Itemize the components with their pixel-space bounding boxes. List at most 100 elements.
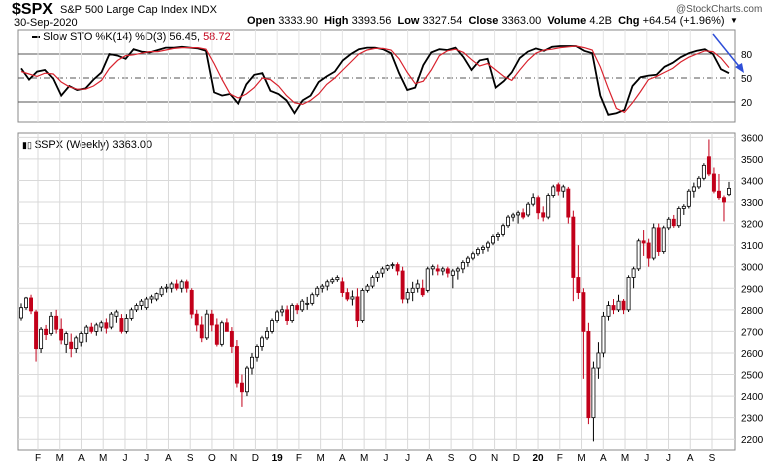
x-tick-label: J — [122, 453, 127, 464]
candle-body — [250, 356, 254, 369]
stochastic-legend-prefix: Slow STO %K(14) %D(3) — [43, 31, 167, 43]
candle-body — [260, 337, 264, 347]
candle-body — [566, 188, 571, 218]
chg-label: Chg — [618, 15, 640, 27]
candle-body — [280, 309, 285, 313]
x-tick-label: S — [448, 453, 455, 464]
candle-body — [541, 212, 546, 218]
candle-body — [139, 300, 144, 306]
candle-body — [54, 315, 59, 330]
chart-date: 30-Sep-2020 — [14, 17, 78, 29]
candle-body — [701, 164, 706, 179]
x-tick-label: J — [383, 453, 388, 464]
candle-body — [626, 277, 631, 311]
x-tick-label: F — [557, 453, 563, 464]
price-legend-text: $SPX (Weekly) 3363.00 — [34, 139, 153, 151]
x-tick-label: D — [513, 453, 520, 464]
candle-body — [209, 313, 214, 326]
candle-body — [74, 337, 79, 350]
x-tick-label: F — [35, 453, 41, 464]
candle-body — [696, 177, 701, 188]
x-tick-label: A — [339, 453, 346, 464]
candle-body — [340, 281, 345, 293]
price-tick-label: 3500 — [741, 155, 764, 166]
candle-body — [551, 186, 556, 196]
candle-body — [49, 315, 54, 334]
candle-body — [124, 318, 129, 332]
open-label: Open — [247, 15, 276, 27]
candle-body — [174, 283, 179, 289]
stockcharts-logo[interactable]: @StockCharts.com — [676, 4, 763, 15]
candle-body — [616, 300, 621, 311]
candle-body — [164, 286, 169, 289]
candle-body — [360, 290, 365, 322]
x-tick-label: A — [78, 453, 85, 464]
candle-body — [310, 294, 315, 304]
x-tick-label: A — [600, 453, 607, 464]
candle-body — [410, 287, 415, 293]
candle-body — [546, 195, 551, 218]
symbol-label: $SPX — [12, 1, 53, 18]
close-label: Close — [468, 15, 499, 27]
stochastic-tick-label: 20 — [741, 98, 753, 109]
price-tick-label: 3400 — [741, 176, 764, 187]
price-tick-label: 2700 — [741, 327, 764, 338]
candle-body — [711, 173, 716, 192]
candle-body — [531, 197, 536, 205]
candle-body — [556, 184, 561, 192]
candle-body — [561, 186, 566, 192]
candle-body — [460, 261, 465, 270]
x-tick-label: M — [99, 453, 107, 464]
x-tick-label: M — [316, 453, 324, 464]
candle-body — [571, 216, 576, 278]
candle-body — [199, 324, 204, 339]
candle-body — [686, 190, 691, 207]
k-swatch — [32, 36, 40, 39]
candle-body — [661, 227, 666, 253]
candle-body — [601, 315, 606, 354]
candle-body — [119, 318, 124, 332]
x-tick-label: A — [426, 453, 433, 464]
candle-body — [315, 287, 320, 296]
candle-body — [400, 270, 405, 300]
candle-body — [450, 270, 455, 276]
d-value: 58.72 — [203, 31, 231, 43]
candle-body — [521, 212, 526, 218]
candle-body — [496, 233, 500, 237]
d-line — [20, 45, 730, 114]
index-name: S&P 500 Large Cap Index INDX — [60, 4, 217, 16]
price-tick-label: 2300 — [741, 414, 764, 425]
candle-body — [285, 309, 290, 322]
x-tick-label: M — [56, 453, 64, 464]
x-tick-label: O — [208, 453, 216, 464]
x-tick-label: A — [687, 453, 694, 464]
candle-body — [144, 298, 149, 309]
candle-body — [501, 225, 505, 235]
chg-value: +64.54 (+1.96%) — [642, 15, 725, 27]
trend-arrow-line — [712, 33, 743, 71]
candle-body — [395, 264, 400, 272]
high-label: High — [324, 15, 349, 27]
candle-body — [651, 227, 656, 259]
candle-body — [335, 277, 340, 281]
candle-body — [370, 277, 375, 287]
candle-body — [154, 293, 159, 300]
high-value: 3393.56 — [351, 15, 392, 27]
price-tick-label: 2800 — [741, 306, 764, 317]
candle-body — [681, 205, 686, 209]
candle-body — [184, 281, 189, 289]
price-tick-label: 3600 — [741, 133, 764, 144]
candle-body — [435, 268, 440, 272]
candle-body — [727, 188, 731, 196]
candle-body — [470, 253, 475, 259]
candle-body — [355, 296, 360, 322]
candle-body — [445, 268, 450, 274]
candle-icon: ▮▯ — [22, 140, 32, 150]
candle-body — [229, 330, 234, 347]
candle-body — [114, 311, 119, 317]
candle-body — [300, 300, 305, 311]
candle-body — [275, 311, 280, 322]
volume-label: Volume — [547, 15, 587, 27]
candle-body — [84, 326, 89, 334]
candle-body — [671, 218, 676, 227]
